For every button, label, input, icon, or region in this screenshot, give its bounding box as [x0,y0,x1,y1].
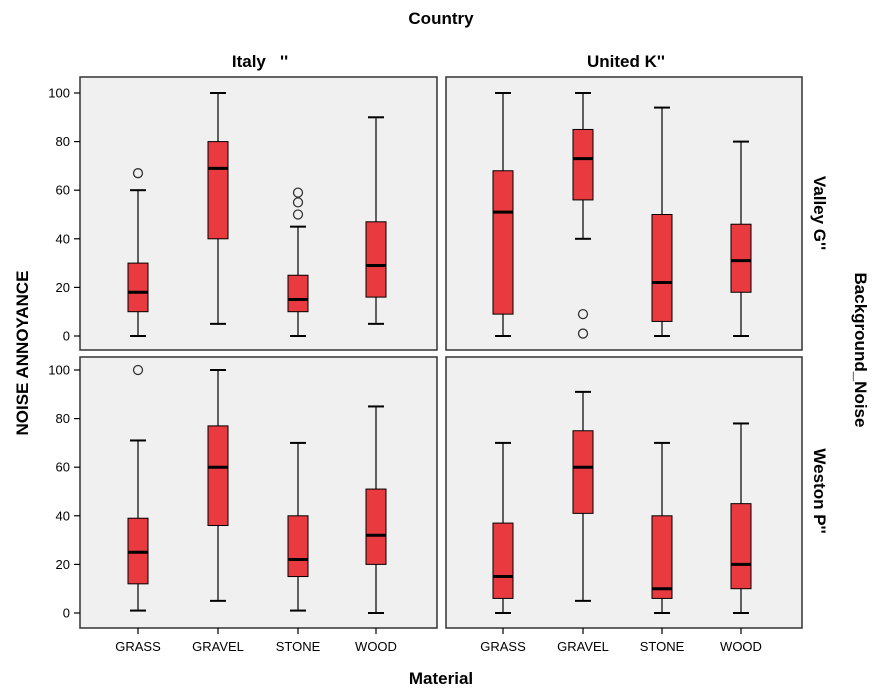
y-tick-label: 40 [56,508,70,523]
x-tick-label: STONE [640,639,685,654]
chart-title: Country [408,9,474,28]
iqr-box [492,170,514,315]
x-tick-label: GRASS [480,639,526,654]
x-tick-label: WOOD [355,639,397,654]
box-grass [492,92,514,337]
row-label-weston-p: Weston P'' [810,448,829,533]
y-tick-label: 40 [56,231,70,246]
panel-0-1 [79,356,438,629]
x-tick-label: GRASS [115,639,161,654]
iqr-box [207,425,229,527]
x-tick-label: GRAVEL [192,639,244,654]
box-stone [651,106,673,337]
iqr-box [651,515,673,599]
iqr-box [730,223,752,293]
box-grass [127,168,149,337]
y-tick-label: 80 [56,134,70,149]
y-tick-label: 20 [56,280,70,295]
box-stone [287,187,309,337]
box-stone [651,441,673,614]
panel-1-1 [445,356,803,629]
outlier-point [132,364,144,376]
x-axis-col-1: GRASS GRAVEL STONE WOOD [480,628,762,654]
box-gravel [572,92,594,339]
panel-0-0 [79,76,438,351]
y-tick-label: 80 [56,411,70,426]
box-wood [730,422,752,614]
box-wood [365,116,387,325]
y-tick-label: 60 [56,183,70,198]
column-label-united-k: United K'' [587,52,665,71]
row-label-valley-g: Valley G'' [810,176,829,250]
iqr-box [127,262,149,313]
iqr-box [651,214,673,322]
y-tick-label: 100 [48,363,70,378]
panel-1-0 [445,76,803,351]
y-tick-label: 0 [63,606,70,621]
x-axis-col-0: GRASS GRAVEL STONE WOOD [115,628,397,654]
box-gravel [572,390,594,602]
iqr-box [287,515,309,578]
box-gravel [207,92,229,325]
y-tick-label: 20 [56,557,70,572]
outlier-point [577,308,589,320]
iqr-box [287,274,309,313]
y-axis-label: NOISE ANNOYANCE [13,271,32,436]
x-axis-label: Material [409,669,473,688]
row-facet-title: Background_Noise [851,273,870,428]
y-tick-label: 60 [56,460,70,475]
y-axis-row-0: 0 20 40 60 80 100 [48,86,80,344]
iqr-box [365,488,387,565]
iqr-box [365,221,387,298]
iqr-box [730,503,752,590]
y-axis-row-1: 0 20 40 60 80 100 [48,363,80,621]
outlier-point [132,168,144,179]
x-tick-label: WOOD [720,639,762,654]
box-grass [127,364,149,612]
iqr-box [572,128,594,201]
outlier-point [292,197,304,208]
box-wood [730,140,752,337]
iqr-box [492,522,514,599]
panels-group: 0 20 40 60 80 100 0 20 40 60 80 100 GRASS GRAVEL STONE… [48,76,803,654]
y-tick-label: 0 [63,329,70,344]
iqr-box [207,141,229,240]
outlier-point [292,187,304,198]
x-tick-label: STONE [276,639,321,654]
box-gravel [207,369,229,602]
box-stone [287,441,309,612]
y-tick-label: 100 [48,86,70,101]
box-grass [492,441,514,614]
column-label-italy: Italy '' [232,52,288,71]
box-wood [365,405,387,614]
outlier-point [292,209,304,220]
iqr-box [572,430,594,514]
outlier-point [577,328,589,339]
x-tick-label: GRAVEL [557,639,609,654]
